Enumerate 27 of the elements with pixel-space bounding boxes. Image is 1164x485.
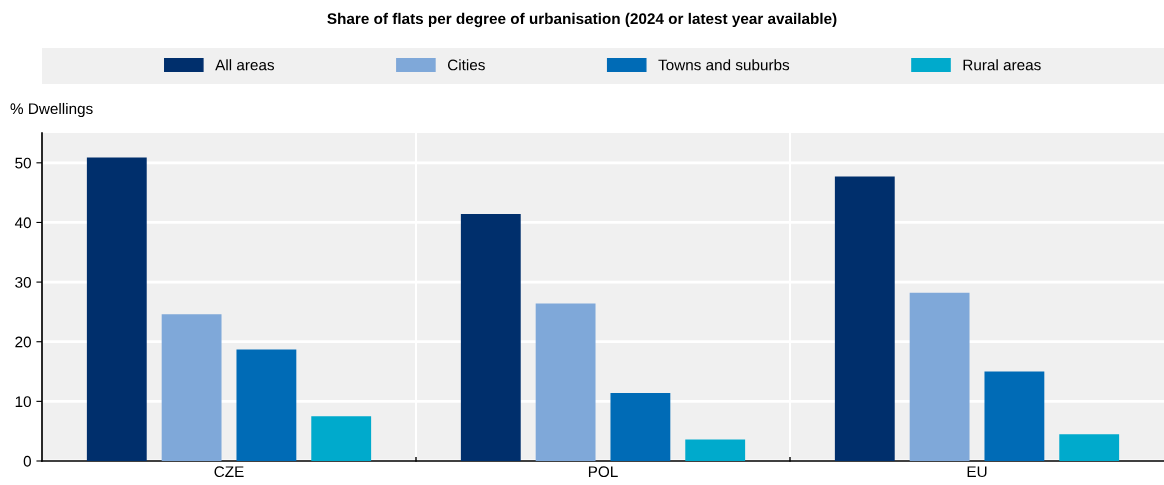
bar [685,439,746,461]
legend-label: Cities [447,59,485,71]
bar [460,214,521,461]
x-tick-label: EU [967,466,987,478]
x-tick-label: CZE [214,466,244,478]
bar [834,176,895,461]
chart-title: Share of flats per degree of urbanisation (2024 or latest year available) [327,12,837,28]
y-tick-label: 40 [14,217,31,229]
bar [909,292,970,461]
legend-label: Towns and suburbs [658,59,790,71]
y-tick-label: 20 [15,336,31,348]
x-tick-label: POL [588,466,618,478]
y-tick-label: 30 [15,276,31,288]
y-tick-label: 50 [15,157,31,169]
bar [610,393,671,461]
legend-label: Rural areas [963,59,1041,71]
legend-label: All areas [215,59,275,71]
bar [535,303,596,461]
bar [236,349,297,461]
y-tick-label: 10 [15,396,31,408]
y-tick-label: 0 [23,455,31,467]
bar [311,416,372,461]
bar [86,157,147,461]
bar [161,314,222,461]
bar [1059,434,1120,461]
bar [984,371,1045,461]
y-axis-title: % Dwellings [10,102,93,118]
